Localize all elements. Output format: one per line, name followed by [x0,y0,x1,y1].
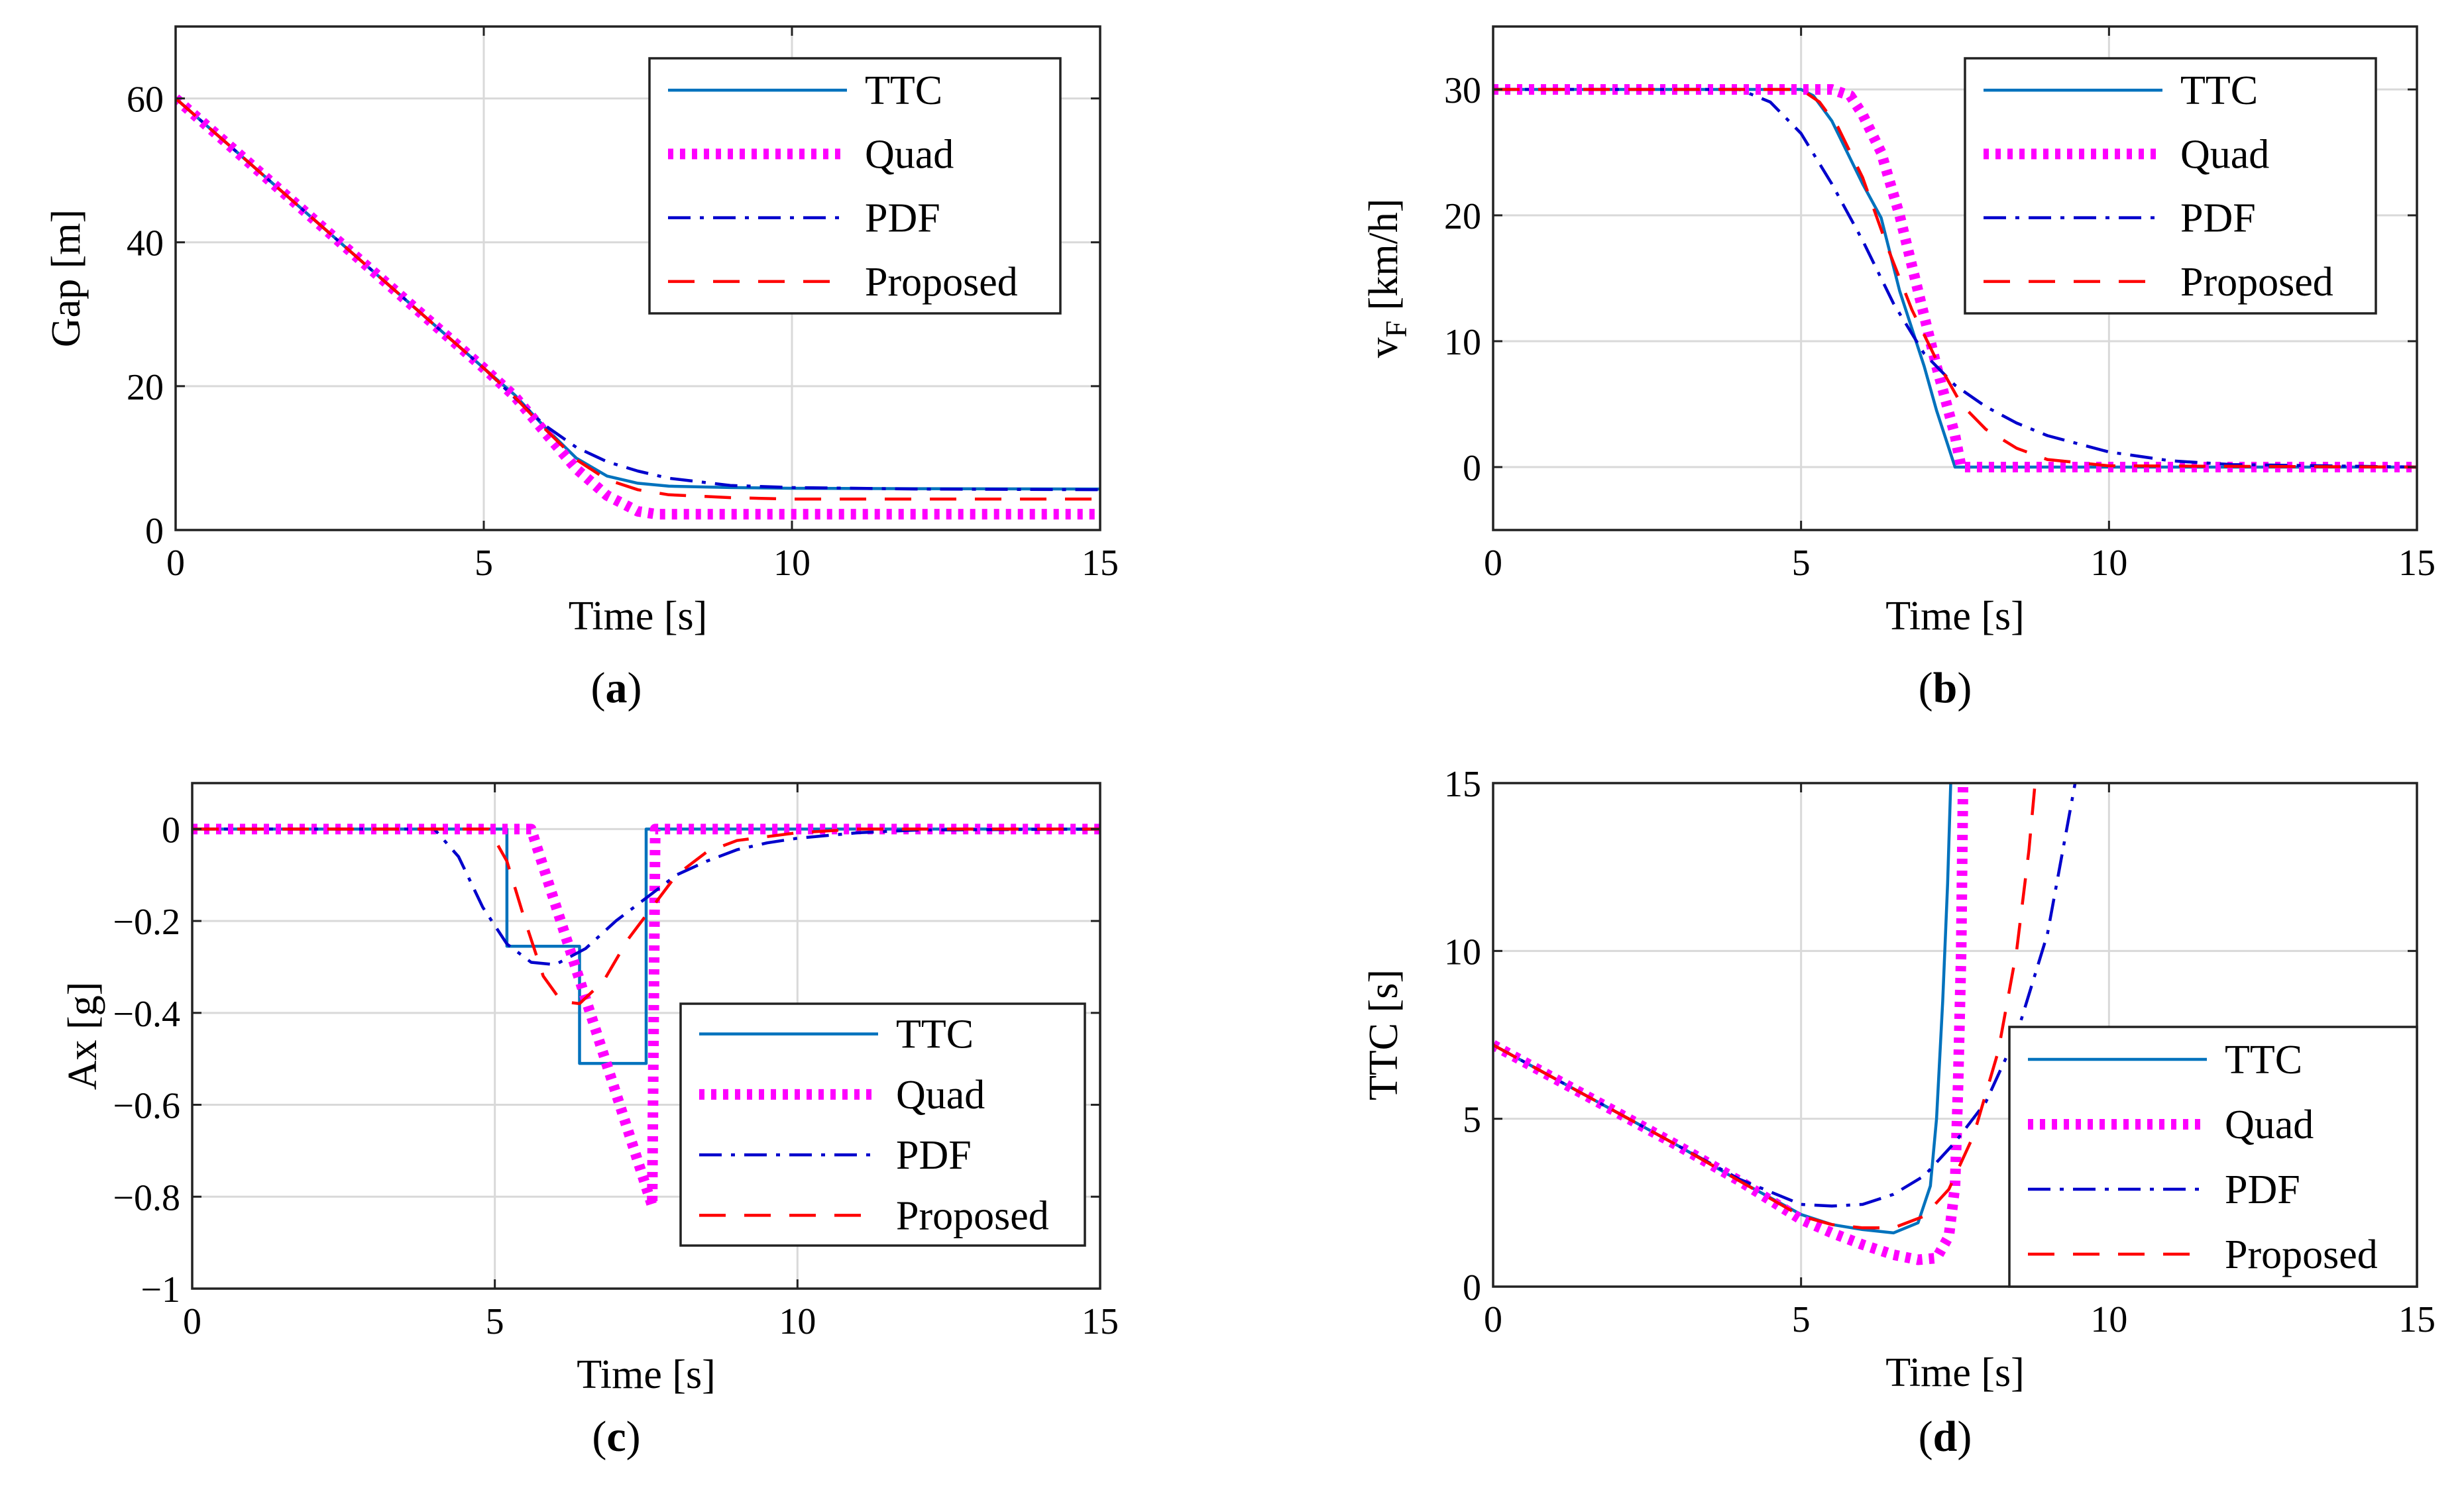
panel-caption: (d) [1919,1412,1972,1461]
legend-label-pdf: PDF [2225,1167,2300,1212]
chart-d: 0 5 10 15 0 5 10 15 Time [s] TTC [s] TTC Quad PDF Pro… [1361,764,2436,1461]
series-line-proposed [1493,87,2417,469]
chart-b: 0 5 10 15 0 10 20 30 Time [s] vF [km/h] TTC Quad PDF… [1361,25,2436,712]
y-tick-label: 0 [162,810,180,851]
legend-label-quad: Quad [896,1073,985,1118]
x-tick-label: 15 [2398,1299,2436,1340]
y-tick-label: 60 [127,80,164,121]
legend-box [648,57,1062,315]
x-tick-label: 15 [2398,543,2436,584]
y-tick-label: 0 [145,511,164,552]
legend-label-quad: Quad [865,132,954,177]
x-axis-label: Time [s] [577,1352,716,1397]
legend-box [679,1002,1086,1247]
legend-label-proposed: Proposed [2180,260,2333,305]
y-tick-label: 30 [1444,70,1481,111]
series-line-pdf [176,97,1100,492]
legend-label-pdf: PDF [896,1133,972,1178]
legend-label-proposed: Proposed [896,1193,1049,1238]
panel-caption: (c) [592,1412,640,1461]
x-tick-label: 5 [1792,1299,1811,1340]
legend-box [2008,1026,2418,1288]
axes-frame [174,25,1101,531]
legend-label-quad: Quad [2180,132,2269,177]
legend: TTC Quad PDF Proposed [679,1002,1086,1247]
x-tick-label: 0 [1484,543,1502,584]
y-tick-label: −0.6 [113,1086,180,1127]
series-line-pdf [192,827,1100,967]
legend-label-ttc: TTC [2180,68,2258,113]
legend-label-proposed: Proposed [865,260,1018,305]
y-tick-label: 40 [127,223,164,264]
y-tick-label: −0.2 [113,902,180,943]
y-axis-label: Ax [g] [60,982,105,1091]
y-tick-label: 15 [1444,764,1481,805]
legend-label-ttc: TTC [896,1012,974,1057]
y-tick-label: 20 [127,367,164,408]
y-axis-label: TTC [s] [1361,969,1406,1100]
axes-frame [1492,25,2418,531]
chart-a: 0 5 10 15 0 20 40 60 Time [s] Gap [m] TTC Quad PDF Pr… [44,25,1119,712]
series-line-quad [1493,84,2417,472]
y-tick-label: 5 [1463,1100,1481,1141]
y-tick-label: 0 [1463,1267,1481,1308]
chart-c: 0 5 10 15 −1 −0.8 −0.6 −0.4 −0.2 0 Time [s] Ax [g] T… [60,782,1119,1461]
y-tick-label: −1 [140,1269,180,1310]
y-tick-label: 0 [1463,448,1481,489]
x-tick-label: 15 [1082,1301,1119,1342]
x-tick-label: 10 [779,1301,816,1342]
x-tick-label: 5 [475,543,493,584]
y-tick-label: −0.8 [113,1177,180,1218]
legend-label-quad: Quad [2225,1102,2314,1147]
x-tick-label: 10 [2090,543,2127,584]
series-line-pdf [1493,783,2077,1208]
x-tick-label: 0 [1484,1299,1502,1340]
y-tick-label: −0.4 [113,994,180,1035]
x-tick-label: 0 [183,1301,201,1342]
legend-label-ttc: TTC [2225,1038,2302,1083]
series-line-ttc [1493,783,1952,1235]
x-tick-label: 15 [1082,543,1119,584]
x-tick-label: 10 [773,543,811,584]
series-line-pdf [1493,87,2417,469]
series-line-proposed [192,827,1100,1006]
panel-caption: (a) [591,664,642,712]
axes-frame [191,782,1101,1290]
legend: TTC Quad PDF Proposed [1964,57,2377,315]
x-axis-label: Time [s] [1885,594,2025,639]
x-tick-label: 0 [166,543,185,584]
legend: TTC Quad PDF Proposed [648,57,1062,315]
x-axis-label: Time [s] [1885,1350,2025,1395]
series-line-ttc [1493,87,2417,469]
legend-label-pdf: PDF [865,196,940,241]
y-tick-label: 20 [1444,196,1481,237]
legend-box [1964,57,2377,315]
legend-label-ttc: TTC [865,68,942,113]
series-line-proposed [176,97,1100,501]
y-tick-label: 10 [1444,322,1481,363]
legend-label-pdf: PDF [2180,196,2256,241]
x-tick-label: 5 [1792,543,1811,584]
series-line-proposed [1493,783,2037,1230]
legend: TTC Quad PDF Proposed [2008,1026,2418,1288]
series-line-quad [1493,783,1969,1265]
x-axis-label: Time [s] [569,594,708,639]
y-tick-label: 10 [1444,932,1481,973]
x-tick-label: 10 [2090,1299,2127,1340]
panel-caption: (b) [1919,664,1972,712]
x-tick-label: 5 [486,1301,504,1342]
y-axis-label: Gap [m] [44,209,89,347]
legend-label-proposed: Proposed [2225,1232,2378,1277]
y-axis-label: vF [km/h] [1361,199,1413,358]
